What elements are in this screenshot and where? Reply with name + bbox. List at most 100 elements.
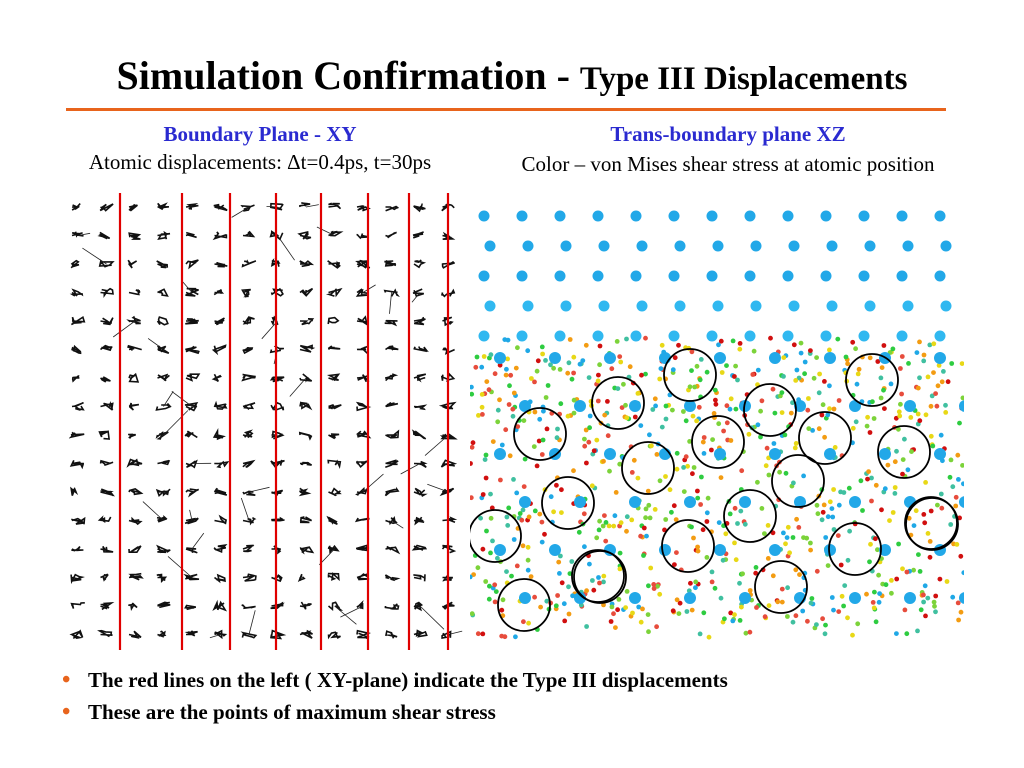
stress-dot	[821, 502, 827, 508]
atom-dot	[629, 496, 641, 508]
stress-dot	[800, 608, 806, 614]
stress-dot	[869, 498, 874, 504]
stress-dot	[654, 624, 659, 630]
stress-dot	[487, 583, 492, 589]
stress-dot	[674, 597, 680, 603]
stress-dot	[492, 582, 498, 588]
stress-dot	[509, 573, 514, 579]
stress-dot	[853, 346, 858, 352]
atom-trajectory	[413, 601, 424, 612]
stress-dot	[958, 553, 964, 559]
hop-path	[362, 473, 384, 493]
stress-dot	[766, 603, 772, 608]
stress-dot	[943, 402, 948, 408]
stress-dot	[737, 580, 742, 586]
atom-dot	[794, 496, 806, 508]
atom-dot	[744, 210, 756, 222]
stress-dot	[879, 507, 884, 513]
orange-dot-icon: •	[62, 667, 71, 693]
stress-dot	[860, 508, 865, 513]
stress-dot	[529, 376, 534, 381]
atom-trajectory	[214, 262, 228, 268]
atom-trajectory	[327, 631, 341, 640]
stress-dot	[790, 619, 796, 625]
stress-dot	[770, 573, 776, 579]
stress-dot	[882, 486, 888, 492]
stress-dot	[515, 345, 520, 351]
atom-dot	[560, 240, 572, 252]
stress-dot	[584, 588, 589, 594]
atom-dot	[629, 400, 641, 412]
stress-dot	[649, 443, 654, 449]
stress-dot	[484, 379, 490, 384]
stress-dot	[520, 507, 526, 513]
stress-dot	[694, 363, 700, 369]
stress-dot	[864, 591, 869, 597]
atom-trajectory	[214, 317, 225, 326]
stress-dot	[638, 423, 644, 428]
hop-path	[147, 338, 164, 350]
stress-dot	[684, 609, 690, 614]
atom-trajectory	[327, 572, 340, 582]
stress-dot	[765, 523, 771, 528]
atom-trajectory	[97, 231, 111, 240]
stress-dot	[484, 528, 489, 534]
stress-dot	[764, 445, 770, 451]
stress-dot	[543, 395, 549, 400]
atom-trajectory	[299, 401, 313, 411]
stress-dot	[883, 582, 889, 588]
stress-dot	[471, 572, 476, 577]
atom-trajectory	[411, 429, 427, 440]
max-stress-circle	[541, 476, 595, 530]
atom-dot	[629, 592, 641, 604]
stress-dot	[892, 485, 898, 490]
stress-dot	[630, 610, 635, 616]
stress-dot	[779, 390, 785, 395]
stress-dot	[481, 354, 487, 359]
stress-dot	[791, 480, 796, 486]
stress-dot	[488, 352, 494, 358]
stress-dot	[927, 539, 933, 544]
max-stress-circle	[661, 519, 715, 573]
stress-dot	[645, 612, 651, 617]
stress-dot	[521, 418, 527, 423]
stress-dot	[492, 599, 498, 605]
stress-dot	[511, 390, 517, 396]
atom-dot	[674, 300, 686, 312]
stress-dot	[632, 414, 638, 420]
atom-trajectory	[211, 344, 227, 356]
stress-dot	[582, 443, 588, 449]
stress-dot	[624, 415, 630, 421]
hop-path	[82, 247, 107, 265]
stress-dot	[894, 448, 899, 454]
atom-dot	[782, 210, 794, 222]
stress-dot	[532, 508, 538, 514]
stress-dot	[747, 629, 753, 635]
stress-dot	[499, 442, 505, 448]
stress-dot	[953, 494, 959, 500]
stress-dot	[490, 439, 496, 444]
stress-dot	[670, 367, 676, 373]
atom-trajectory	[271, 489, 284, 496]
atom-dot	[712, 240, 724, 252]
stress-dot	[674, 450, 680, 456]
right-panel-subtitle: Color – von Mises shear stress at atomic…	[521, 152, 935, 176]
stress-dot	[636, 604, 642, 610]
stress-dot	[695, 488, 700, 494]
atom-trajectory	[214, 460, 230, 469]
stress-dot	[947, 474, 953, 480]
stress-dot	[921, 358, 927, 364]
stress-dot	[652, 396, 658, 402]
atom-trajectory	[270, 401, 285, 412]
atom-trajectory	[326, 515, 338, 525]
atom-trajectory	[327, 459, 342, 469]
hop-path	[240, 497, 250, 521]
stress-dot	[755, 479, 760, 485]
atom-dot	[902, 240, 914, 252]
stress-dot	[663, 517, 669, 522]
stress-dot	[681, 489, 687, 494]
hop-path	[305, 204, 319, 208]
atom-trajectory	[413, 574, 426, 582]
atom-dot	[706, 210, 718, 222]
stress-dot	[700, 527, 706, 533]
